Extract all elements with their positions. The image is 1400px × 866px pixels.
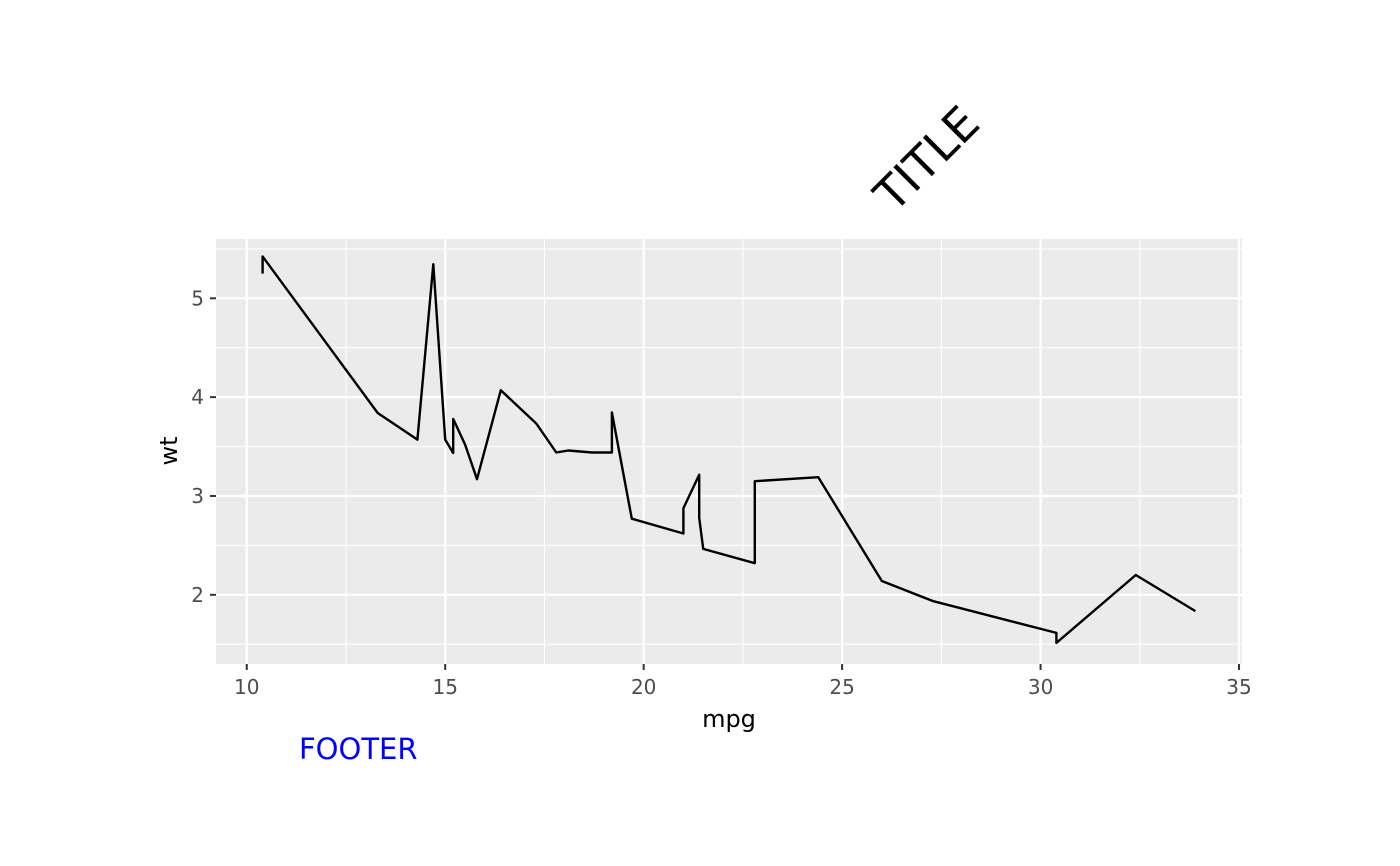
x-tick-label: 25 xyxy=(829,675,854,699)
grid-lines xyxy=(216,239,1242,664)
y-tick-label: 3 xyxy=(191,484,204,508)
x-axis-title: mpg xyxy=(702,705,756,733)
x-axis: 10 15 20 25 30 35 xyxy=(234,664,1252,699)
y-tick-label: 2 xyxy=(191,583,204,607)
x-tick-label: 15 xyxy=(432,675,457,699)
x-tick-label: 35 xyxy=(1226,675,1251,699)
x-tick-label: 20 xyxy=(631,675,656,699)
footer-caption: FOOTER xyxy=(299,732,418,766)
chart-title: TITLE xyxy=(863,96,990,223)
y-axis-title: wt xyxy=(155,436,183,465)
series-line xyxy=(261,255,1197,645)
x-tick-label: 10 xyxy=(234,675,259,699)
y-tick-label: 4 xyxy=(191,385,204,409)
y-tick-label: 5 xyxy=(191,286,204,310)
y-axis: 2 3 4 5 xyxy=(191,286,216,607)
plot-panel xyxy=(216,239,1242,664)
x-tick-label: 30 xyxy=(1028,675,1053,699)
